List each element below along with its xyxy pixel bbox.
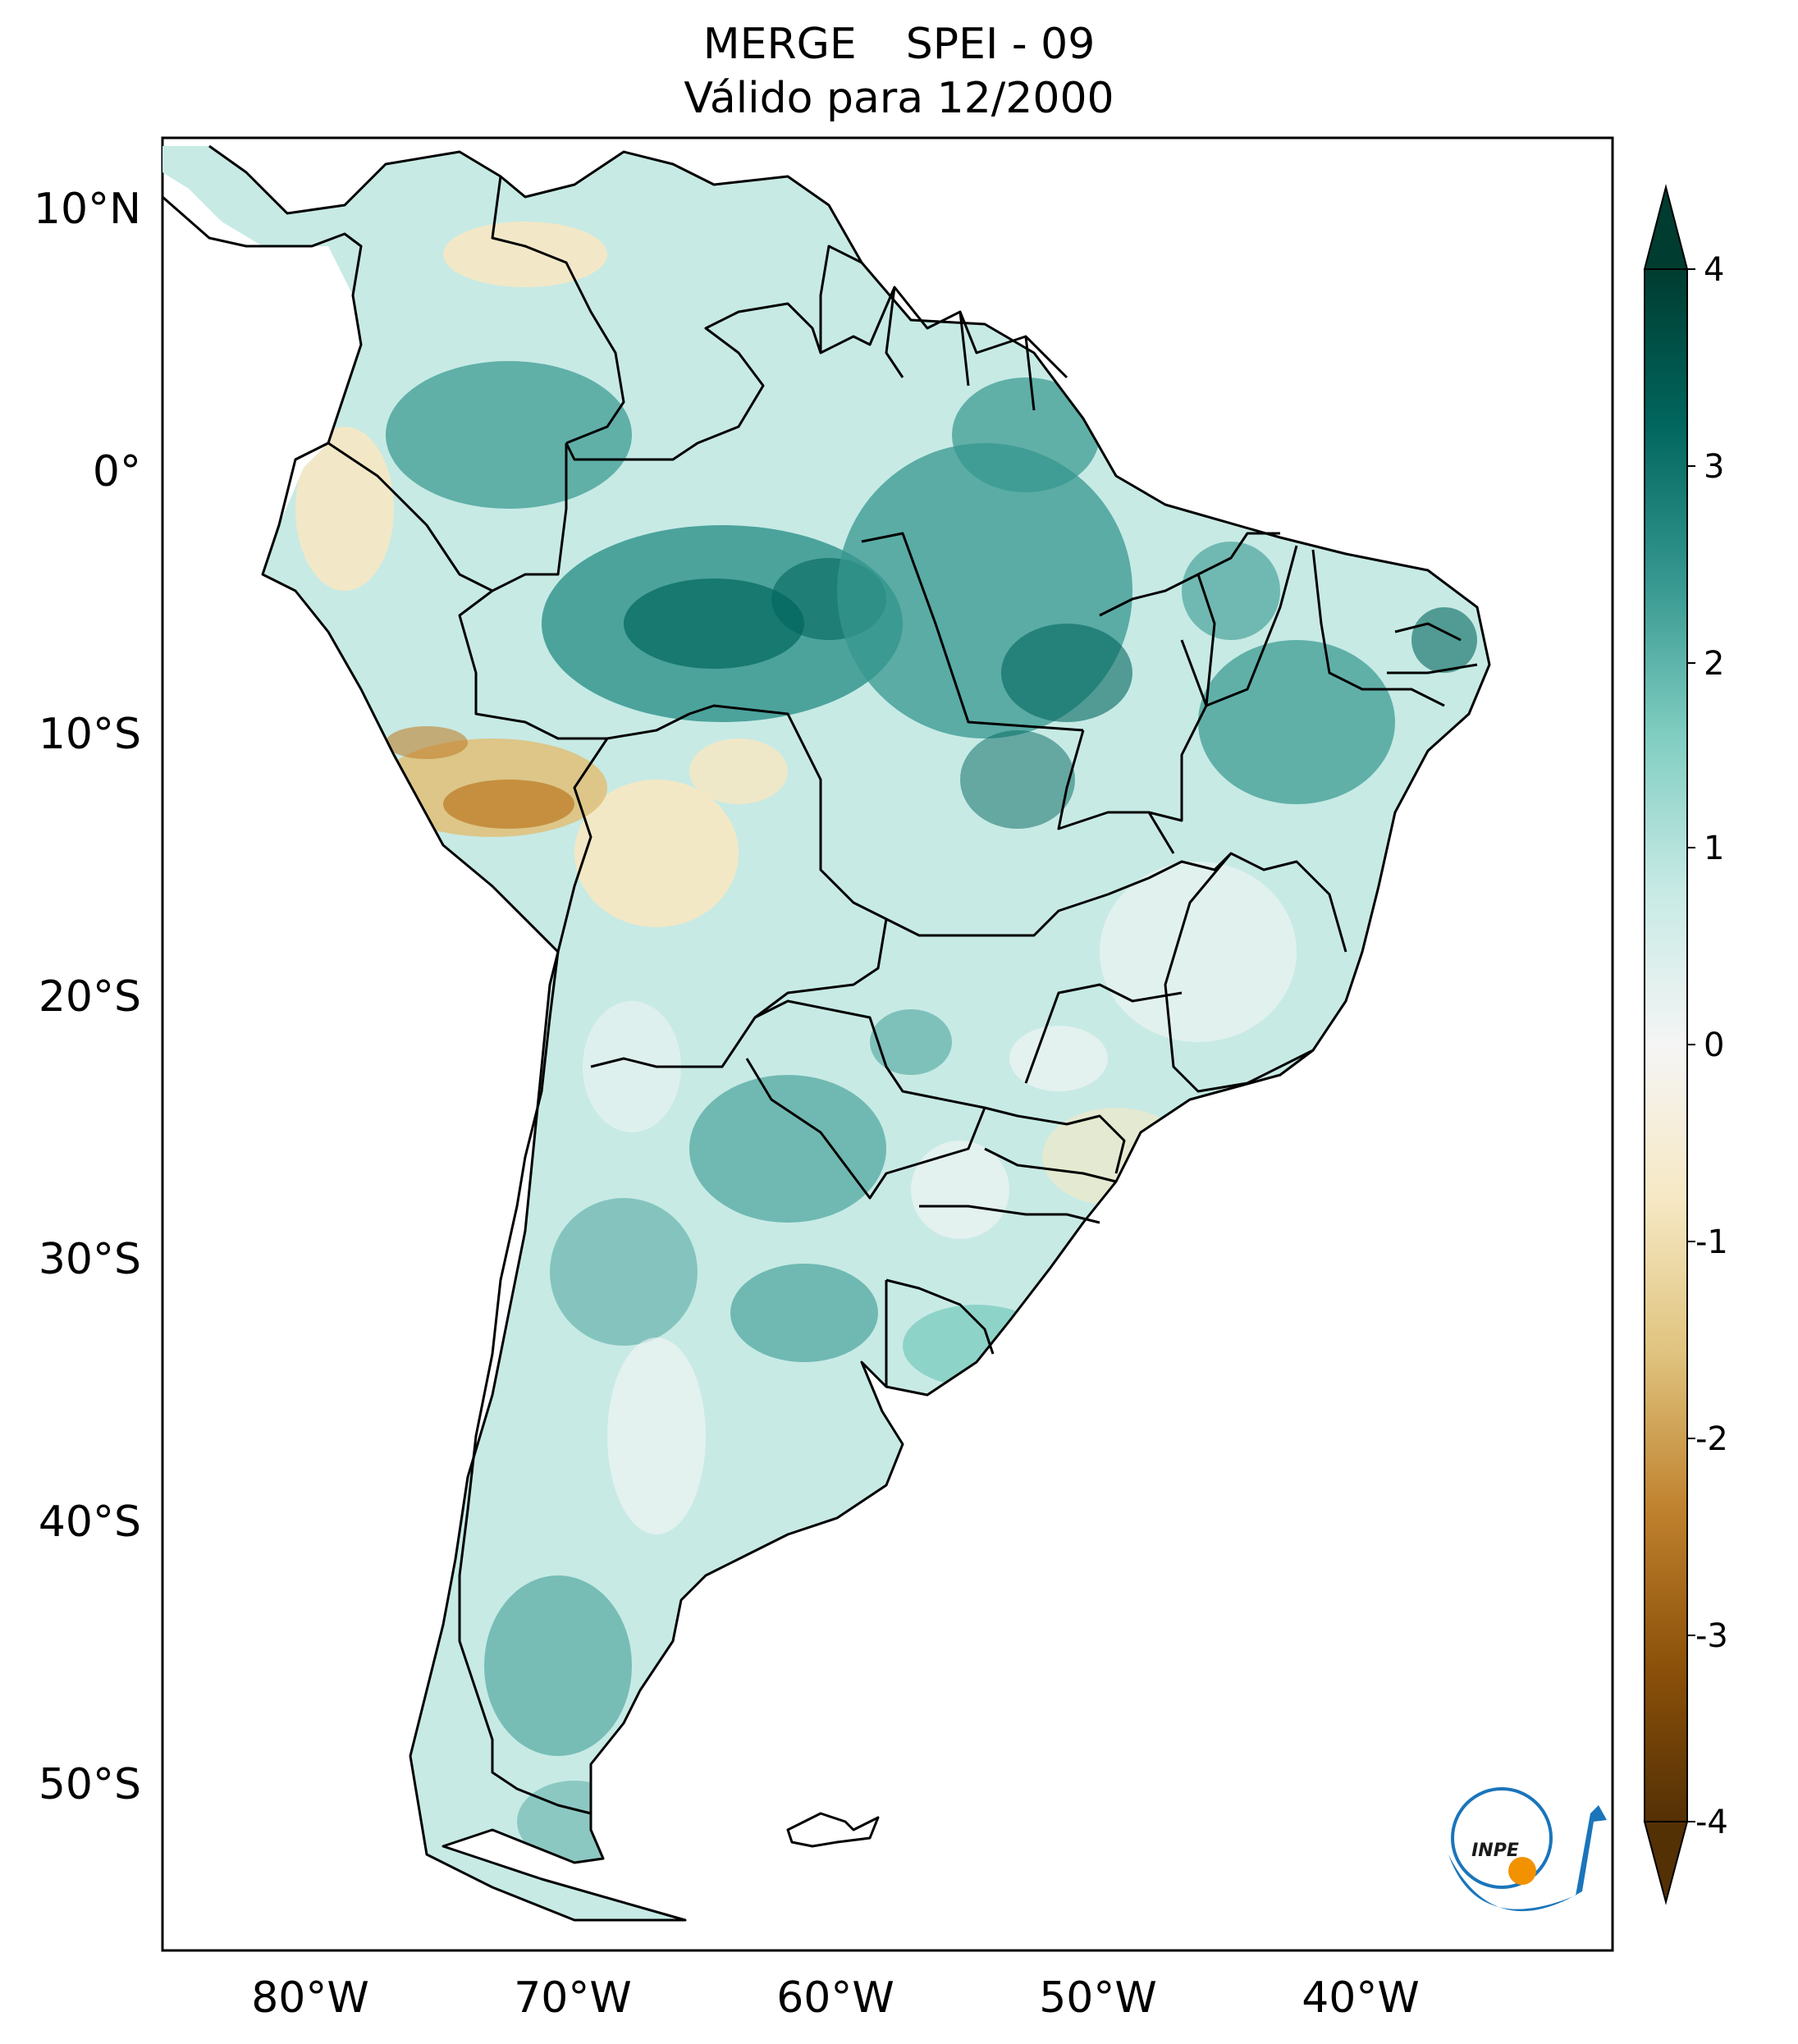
map-subtitle: Válido para 12/2000 [684, 74, 1114, 123]
lat-tick-label: 20°S [39, 972, 141, 1022]
colorbar-tick-label: 0 [1704, 1027, 1724, 1064]
lon-tick-label: 60°W [776, 1973, 894, 2023]
lon-tick-label: 40°W [1302, 1973, 1420, 2023]
lon-tick-label: 70°W [514, 1973, 632, 2023]
colorbar-tick-label: 1 [1704, 830, 1724, 867]
border-brazil-north [565, 286, 1068, 461]
logo-text: INPE [1471, 1841, 1519, 1861]
border-paraguay [745, 999, 986, 1200]
borders [162, 144, 1491, 1922]
title-index: SPEI - 09 [905, 20, 1096, 69]
border-peru-brazil [458, 589, 690, 740]
border-colombia-peru [295, 441, 568, 592]
map-title: MERGE SPEI - 09 [0, 20, 1798, 69]
colorbar-tick-label: -3 [1695, 1617, 1728, 1655]
lon-axis: 80°W 70°W 60°W 50°W 40°W [251, 1973, 1420, 2023]
coastline [162, 144, 1491, 1922]
lat-tick-label: 40°S [39, 1498, 141, 1547]
colorbar: 4 3 2 1 0 -1 -2 -3 -4 [1643, 184, 1728, 1905]
lat-tick-label: 50°S [39, 1760, 141, 1809]
colorbar-tick-label: -1 [1695, 1223, 1728, 1261]
lat-tick-label: 10°S [39, 710, 141, 759]
island-falklands [786, 1812, 880, 1848]
colorbar-tick-label: 3 [1704, 448, 1724, 486]
border-argentina-chile [458, 951, 592, 1815]
colorbar-extend-max [1643, 184, 1689, 270]
colorbar-tick-label: -4 [1695, 1804, 1728, 1841]
title-product: MERGE [702, 20, 857, 69]
colorbar-gradient [1644, 268, 1688, 1822]
lat-tick-label: 0° [93, 447, 141, 496]
colorbar-tick-label: -2 [1695, 1420, 1728, 1458]
colorbar-tick-label: 4 [1704, 251, 1724, 289]
border-guianas [819, 245, 1036, 411]
lon-tick-label: 80°W [251, 1973, 369, 2023]
border-colombia-venezuela [491, 176, 625, 445]
inpe-logo-icon: INPE [1448, 1787, 1607, 1912]
lat-tick-label: 30°S [39, 1235, 141, 1284]
lon-tick-label: 50°W [1039, 1973, 1157, 2023]
lat-axis: 10°N 0° 10°S 20°S 30°S 40°S 50°S [34, 185, 141, 1809]
colorbar-tick-label: 2 [1704, 645, 1724, 683]
lat-tick-label: 10°N [34, 185, 141, 234]
colorbar-extend-min [1643, 1821, 1689, 1905]
border-argentina-uruguay [885, 1278, 995, 1387]
border-brazil-states [861, 532, 1478, 1224]
border-bolivia [556, 704, 888, 1068]
